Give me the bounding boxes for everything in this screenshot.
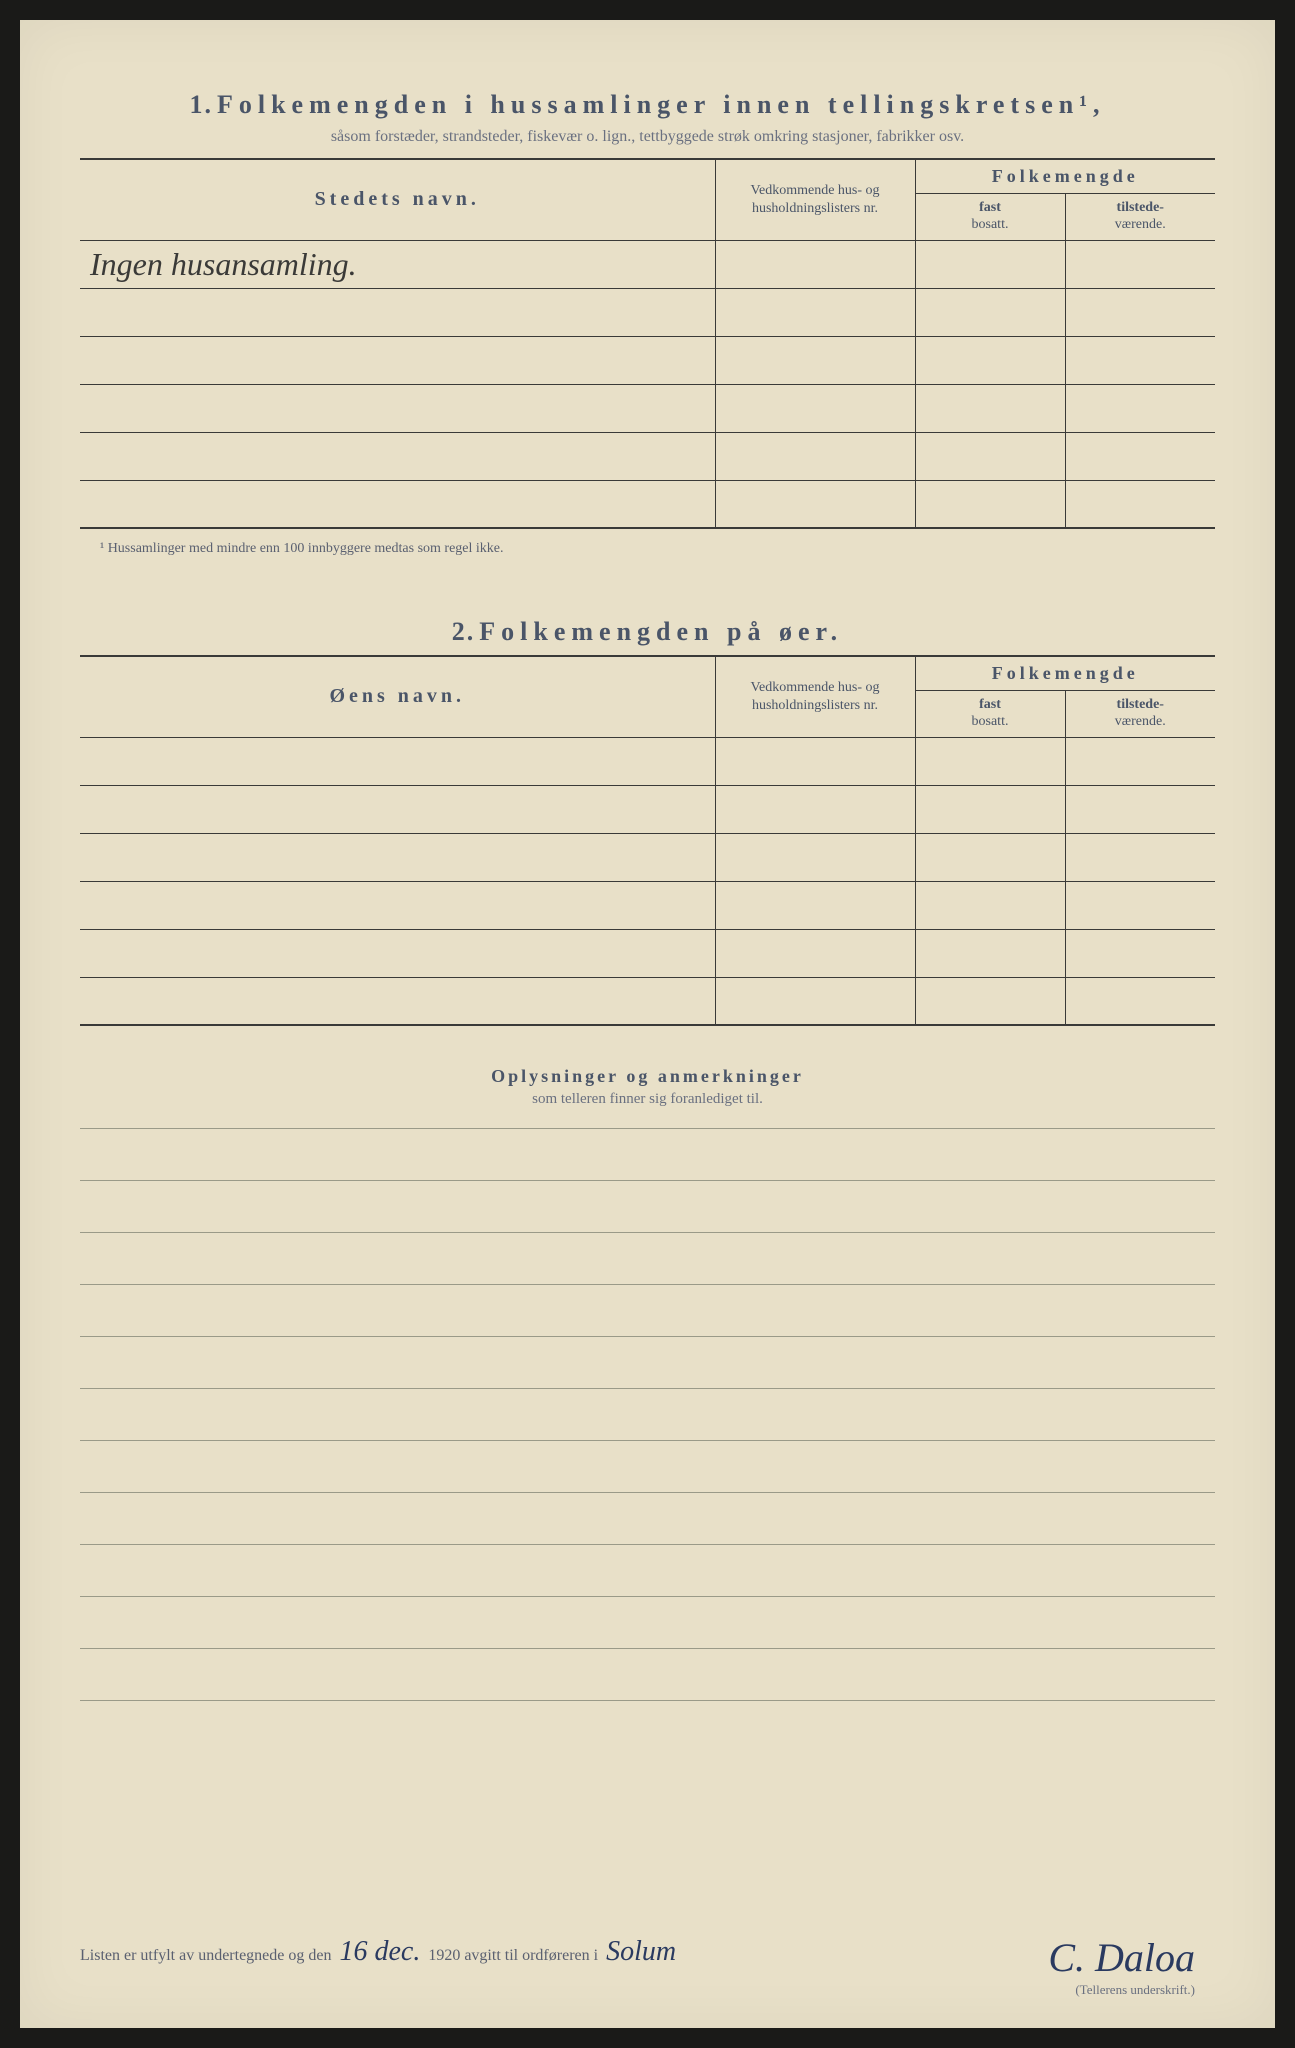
col-folkemengde-2: Folkemengde [915, 656, 1215, 691]
table-row [80, 977, 1215, 1025]
footer-place: Solum [598, 1936, 684, 1968]
section2-title: 2. Folkemengden på øer. [80, 617, 1215, 647]
section2-number: 2. [452, 617, 476, 646]
table-row [80, 432, 1215, 480]
footer-line: Listen er utfylt av undertegnede og den … [80, 1936, 1215, 1968]
section3-title: Oplysninger og anmerkninger [80, 1066, 1215, 1087]
entry-cell: Ingen husansamling. [80, 240, 715, 288]
line-row [80, 1129, 1215, 1181]
census-form-page: 1. Folkemengden i hussamlinger innen tel… [20, 20, 1275, 2028]
table-row [80, 785, 1215, 833]
line-row [80, 1337, 1215, 1389]
handwritten-entry: Ingen husansamling. [90, 246, 357, 282]
signature-label: (Tellerens underskrift.) [1048, 1982, 1195, 1998]
line-row [80, 1181, 1215, 1233]
col-tilstede-2: tilstede- værende. [1065, 691, 1215, 738]
footer-date: 16 dec. [331, 1936, 428, 1968]
section2-table: Øens navn. Vedkommende hus- og husholdni… [80, 655, 1215, 1026]
line-row [80, 1649, 1215, 1701]
col-folkemengde: Folkemengde [915, 159, 1215, 194]
table-row [80, 480, 1215, 528]
line-row [80, 1389, 1215, 1441]
section1-footnote: ¹ Hussamlinger med mindre enn 100 innbyg… [80, 541, 1215, 557]
table-row [80, 336, 1215, 384]
col-list-nr: Vedkommende hus- og husholdningslisters … [715, 159, 915, 240]
col-fast-bosatt-2: fast bosatt. [915, 691, 1065, 738]
section1-number: 1. [189, 90, 213, 119]
section1-heading: Folkemengden i hussamlinger innen tellin… [217, 90, 1106, 119]
section1-subtitle: såsom forstæder, strandsteder, fiskevær … [80, 128, 1215, 146]
section3-subtitle: som telleren finner sig foranlediget til… [80, 1091, 1215, 1108]
col-list-nr-2: Vedkommende hus- og husholdningslisters … [715, 656, 915, 737]
table-row [80, 929, 1215, 977]
line-row [80, 1285, 1215, 1337]
line-row [80, 1493, 1215, 1545]
table-row [80, 384, 1215, 432]
section2-heading: Folkemengden på øer. [479, 617, 843, 646]
footer-printed-2: 1920 avgitt til ordføreren i [428, 1947, 598, 1965]
signature: C. Daloa [1048, 1938, 1195, 1978]
footer-printed-1: Listen er utfylt av undertegnede og den [80, 1947, 331, 1965]
col-tilstede: tilstede- værende. [1065, 194, 1215, 241]
line-row [80, 1441, 1215, 1493]
table-row: Ingen husansamling. [80, 240, 1215, 288]
col-fast-bosatt: fast bosatt. [915, 194, 1065, 241]
line-row [80, 1545, 1215, 1597]
table-row [80, 833, 1215, 881]
line-row [80, 1597, 1215, 1649]
col-oens-navn: Øens navn. [80, 656, 715, 737]
table-row [80, 288, 1215, 336]
section1-title: 1. Folkemengden i hussamlinger innen tel… [80, 90, 1215, 120]
notes-lines [80, 1128, 1215, 1701]
line-row [80, 1233, 1215, 1285]
section1-table: Stedets navn. Vedkommende hus- og hushol… [80, 158, 1215, 529]
table-row [80, 881, 1215, 929]
signature-block: C. Daloa (Tellerens underskrift.) [1048, 1938, 1195, 1998]
col-stedets-navn: Stedets navn. [80, 159, 715, 240]
table-row [80, 737, 1215, 785]
